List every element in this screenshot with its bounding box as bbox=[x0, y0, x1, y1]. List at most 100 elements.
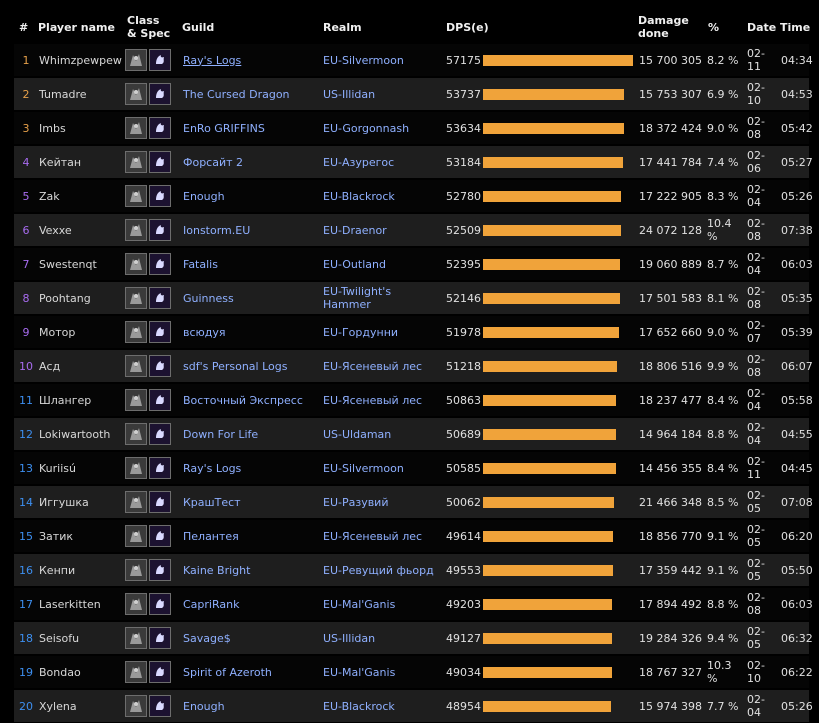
table-row[interactable]: 5 Zak Enough EU-Blackrock 52780 17 222 9… bbox=[14, 180, 813, 212]
realm-link[interactable]: EU-Разувий bbox=[323, 495, 389, 509]
date-value: 02-04 bbox=[747, 251, 765, 277]
player-name-link[interactable]: Tumadre bbox=[39, 87, 87, 101]
table-row[interactable]: 17 Laserkitten CapriRank EU-Mal'Ganis 49… bbox=[14, 588, 813, 620]
table-row[interactable]: 20 Xylena Enough EU-Blackrock 48954 15 9… bbox=[14, 690, 813, 722]
realm-link[interactable]: EU-Silvermoon bbox=[323, 53, 404, 67]
realm-link[interactable]: EU-Ясеневый лес bbox=[323, 529, 423, 543]
table-row[interactable]: 8 Poohtang Guinness EU-Twilight's Hammer… bbox=[14, 282, 813, 314]
player-name-link[interactable]: Кенпи bbox=[39, 563, 76, 577]
player-name-link[interactable]: Lokiwartooth bbox=[39, 427, 111, 441]
damage-value: 15 974 398 bbox=[639, 699, 702, 713]
table-row[interactable]: 11 Шлангер Восточный Экспресс EU-Ясеневы… bbox=[14, 384, 813, 416]
realm-link[interactable]: EU-Silvermoon bbox=[323, 461, 404, 475]
realm-link[interactable]: US-Illidan bbox=[323, 631, 376, 645]
player-name-link[interactable]: Мотор bbox=[39, 325, 76, 339]
player-name-link[interactable]: Bondao bbox=[39, 665, 81, 679]
header-player[interactable]: Player name bbox=[38, 21, 115, 34]
table-row[interactable]: 7 Swestenqt Fatalis EU-Outland 52395 19 … bbox=[14, 248, 813, 280]
guild-link[interactable]: Fatalis bbox=[183, 257, 218, 271]
player-name-link[interactable]: Vexxe bbox=[39, 223, 72, 237]
realm-link[interactable]: EU-Ясеневый лес bbox=[323, 359, 423, 373]
table-row[interactable]: 6 Vexxe Ionstorm.EU EU-Draenor 52509 24 … bbox=[14, 214, 813, 246]
realm-link[interactable]: EU-Blackrock bbox=[323, 699, 395, 713]
guild-link[interactable]: EnRo GRIFFINS bbox=[183, 121, 265, 135]
header-realm[interactable]: Realm bbox=[323, 21, 362, 34]
dps-bar bbox=[483, 191, 621, 202]
realm-link[interactable]: EU-Twilight's Hammer bbox=[323, 285, 392, 311]
realm-link[interactable]: EU-Gorgonnash bbox=[323, 121, 410, 135]
guild-link[interactable]: CapriRank bbox=[183, 597, 240, 611]
realm-link[interactable]: EU-Азурегос bbox=[323, 155, 395, 169]
table-row[interactable]: 15 Затик Пелантея EU-Ясеневый лес 49614 … bbox=[14, 520, 813, 552]
guild-link[interactable]: Ray's Logs bbox=[183, 53, 242, 67]
realm-link[interactable]: EU-Blackrock bbox=[323, 189, 395, 203]
guild-link[interactable]: Enough bbox=[183, 699, 225, 713]
dps-value: 51978 bbox=[446, 325, 481, 339]
guild-link[interactable]: The Cursed Dragon bbox=[183, 87, 290, 101]
realm-link[interactable]: US-Uldaman bbox=[323, 427, 392, 441]
table-row[interactable]: 14 Иггушка КрашТест EU-Разувий 50062 21 … bbox=[14, 486, 813, 518]
player-name-link[interactable]: Whimzpewpew bbox=[39, 53, 122, 67]
player-name-link[interactable]: Xylena bbox=[39, 699, 77, 713]
realm-link[interactable]: EU-Outland bbox=[323, 257, 386, 271]
table-row[interactable]: 1 Whimzpewpew Ray's Logs EU-Silvermoon 5… bbox=[14, 44, 813, 76]
guild-link[interactable]: Enough bbox=[183, 189, 225, 203]
table-row[interactable]: 19 Bondao Spirit of Azeroth EU-Mal'Ganis… bbox=[14, 656, 813, 688]
percent-value: 8.5 % bbox=[707, 495, 739, 509]
guild-link[interactable]: Savage$ bbox=[183, 631, 231, 645]
header-dps[interactable]: DPS(e) bbox=[446, 21, 489, 34]
realm-link[interactable]: EU-Mal'Ganis bbox=[323, 665, 396, 679]
player-name-link[interactable]: Laserkitten bbox=[39, 597, 101, 611]
guild-link[interactable]: Восточный Экспресс bbox=[183, 393, 303, 407]
player-name-link[interactable]: Кейтан bbox=[39, 155, 82, 169]
dps-bar bbox=[483, 667, 612, 678]
table-row[interactable]: 18 Seisofu Savage$ US-Illidan 49127 19 2… bbox=[14, 622, 813, 654]
table-row[interactable]: 10 Асд sdf's Personal Logs EU-Ясеневый л… bbox=[14, 350, 813, 382]
date-value: 02-07 bbox=[747, 319, 765, 345]
table-row[interactable]: 3 Imbs EnRo GRIFFINS EU-Gorgonnash 53634… bbox=[14, 112, 813, 144]
guild-link[interactable]: sdf's Personal Logs bbox=[183, 359, 288, 373]
table-row[interactable]: 9 Мотор всюдуя EU-Гордунни 51978 17 652 … bbox=[14, 316, 813, 348]
guild-link[interactable]: Ray's Logs bbox=[183, 461, 242, 475]
player-name-link[interactable]: Иггушка bbox=[39, 495, 89, 509]
guild-link[interactable]: Spirit of Azeroth bbox=[183, 665, 272, 679]
realm-link[interactable]: US-Illidan bbox=[323, 87, 376, 101]
player-name-link[interactable]: Poohtang bbox=[39, 291, 91, 305]
table-row[interactable]: 13 Kuriisú Ray's Logs EU-Silvermoon 5058… bbox=[14, 452, 813, 484]
guild-link[interactable]: Форсайт 2 bbox=[183, 155, 244, 169]
header-date[interactable]: Date bbox=[747, 21, 777, 34]
header-time[interactable]: Time bbox=[780, 21, 811, 34]
header-guild[interactable]: Guild bbox=[182, 21, 215, 34]
player-name-link[interactable]: Kuriisú bbox=[39, 461, 76, 475]
player-name-link[interactable]: Асд bbox=[39, 359, 61, 373]
player-name-link[interactable]: Imbs bbox=[39, 121, 66, 135]
table-row[interactable]: 4 Кейтан Форсайт 2 EU-Азурегос 53184 17 … bbox=[14, 146, 813, 178]
table-row[interactable]: 2 Tumadre The Cursed Dragon US-Illidan 5… bbox=[14, 78, 813, 110]
guild-link[interactable]: Guinness bbox=[183, 291, 234, 305]
player-name-link[interactable]: Zak bbox=[39, 189, 60, 203]
guild-link[interactable]: Kaine Bright bbox=[183, 563, 251, 577]
player-name-link[interactable]: Swestenqt bbox=[39, 257, 97, 271]
guild-link[interactable]: Пелантея bbox=[183, 529, 239, 543]
header-percent[interactable]: % bbox=[708, 21, 720, 34]
guild-link[interactable]: КрашТест bbox=[183, 495, 241, 509]
player-name-link[interactable]: Затик bbox=[39, 529, 73, 543]
table-row[interactable]: 16 Кенпи Kaine Bright EU-Ревущий фьорд 4… bbox=[14, 554, 813, 586]
realm-link[interactable]: EU-Гордунни bbox=[323, 325, 399, 339]
class-icon bbox=[125, 661, 147, 683]
realm-link[interactable]: EU-Ясеневый лес bbox=[323, 393, 423, 407]
player-name-link[interactable]: Шлангер bbox=[39, 393, 92, 407]
damage-value: 18 767 327 bbox=[639, 665, 702, 679]
realm-link[interactable]: EU-Ревущий фьорд bbox=[323, 563, 434, 577]
table-row[interactable]: 12 Lokiwartooth Down For Life US-Uldaman… bbox=[14, 418, 813, 450]
spec-icon bbox=[149, 457, 171, 479]
realm-link[interactable]: EU-Mal'Ganis bbox=[323, 597, 396, 611]
class-spec-cell bbox=[125, 554, 173, 586]
percent-value: 8.3 % bbox=[707, 189, 739, 203]
guild-link[interactable]: всюдуя bbox=[183, 325, 226, 339]
guild-link[interactable]: Down For Life bbox=[183, 427, 259, 441]
realm-link[interactable]: EU-Draenor bbox=[323, 223, 387, 237]
player-name-link[interactable]: Seisofu bbox=[39, 631, 80, 645]
header-damage[interactable]: Damage done bbox=[638, 14, 689, 40]
guild-link[interactable]: Ionstorm.EU bbox=[183, 223, 251, 237]
